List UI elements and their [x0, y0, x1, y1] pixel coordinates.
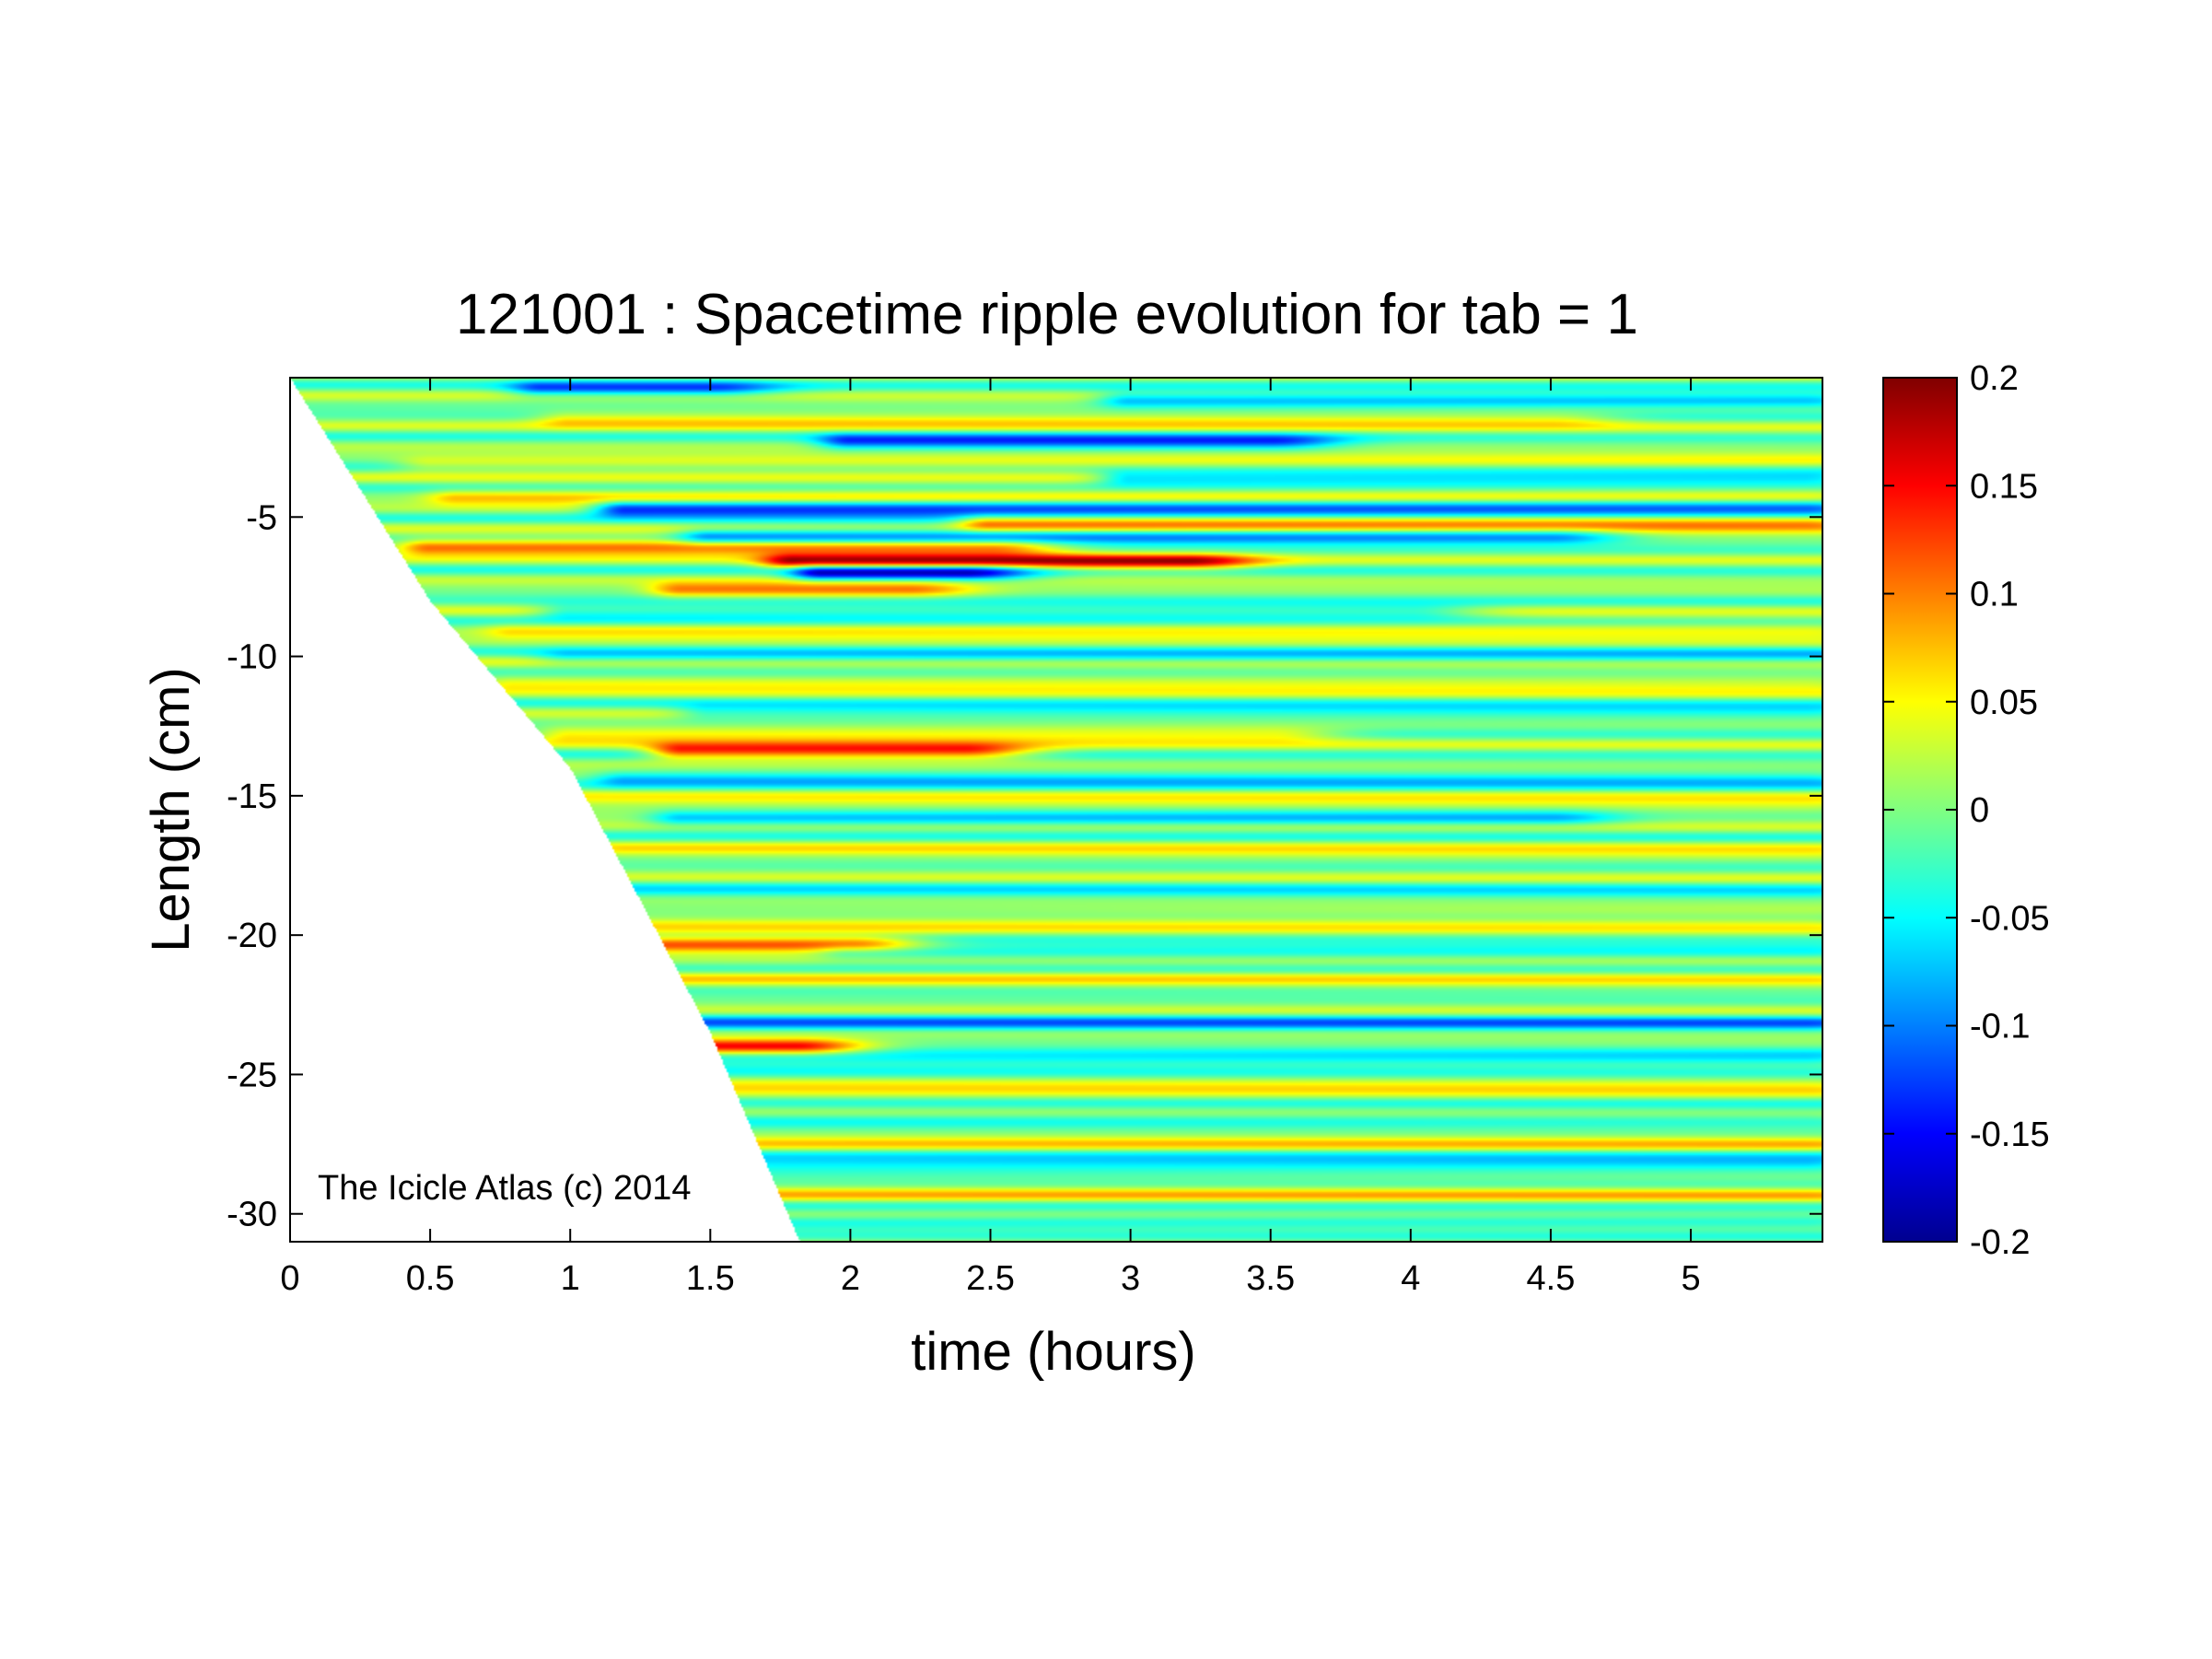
y-tick-label: -10	[227, 638, 277, 677]
x-tick-label: 1.5	[686, 1259, 735, 1298]
y-tick-label: -15	[227, 777, 277, 816]
colorbar-tick-label: 0.2	[1970, 359, 2019, 398]
x-tick-label: 4	[1401, 1259, 1420, 1298]
x-tick-label: 3	[1121, 1259, 1140, 1298]
y-tick-label: -20	[227, 917, 277, 955]
colorbar-ticks: 0.2 0.15 0.1 0.05 0 -0.05 -0.1 -0.15 -0.2	[1883, 359, 2050, 1262]
colorbar	[1882, 377, 1958, 1243]
colorbar-tick-label: 0.15	[1970, 467, 2038, 506]
plot-frame	[289, 377, 1823, 1243]
x-axis-label: time (hours)	[911, 1322, 1195, 1382]
y-axis: -5 -10 -15 -20 -25 -30	[227, 498, 1822, 1234]
colorbar-tick-label: 0.05	[1970, 683, 2038, 722]
watermark-text: The Icicle Atlas (c) 2014	[318, 1169, 692, 1208]
chart-title: 121001 : Spacetime ripple evolution for …	[456, 283, 1638, 346]
colorbar-tick-label: -0.2	[1970, 1223, 2030, 1262]
y-axis-label: Length (cm)	[141, 667, 201, 952]
x-tick-label: 3.5	[1246, 1259, 1295, 1298]
x-tick-label: 1	[561, 1259, 580, 1298]
x-tick-label: 4.5	[1527, 1259, 1576, 1298]
heatmap-area	[290, 378, 1822, 1242]
x-tick-label: 2.5	[966, 1259, 1015, 1298]
colorbar-tick-label: 0.1	[1970, 576, 2019, 614]
x-tick-label: 5	[1681, 1259, 1700, 1298]
colorbar-tick-label: -0.1	[1970, 1008, 2030, 1046]
x-tick-label: 2	[841, 1259, 860, 1298]
x-axis: 0 0.5 1 1.5 2 2.5 3 3.5 4 4.5 5	[280, 378, 1701, 1298]
x-tick-label: 0	[280, 1259, 299, 1298]
y-tick-label: -5	[246, 498, 277, 537]
heatmap-raster	[290, 378, 1822, 1242]
y-tick-label: -25	[227, 1056, 277, 1094]
y-tick-label: -30	[227, 1196, 277, 1234]
colorbar-tick-label: -0.15	[1970, 1116, 2050, 1154]
x-tick-label: 0.5	[406, 1259, 455, 1298]
colorbar-tick-label: -0.05	[1970, 899, 2050, 938]
colorbar-tick-label: 0	[1970, 791, 1989, 830]
